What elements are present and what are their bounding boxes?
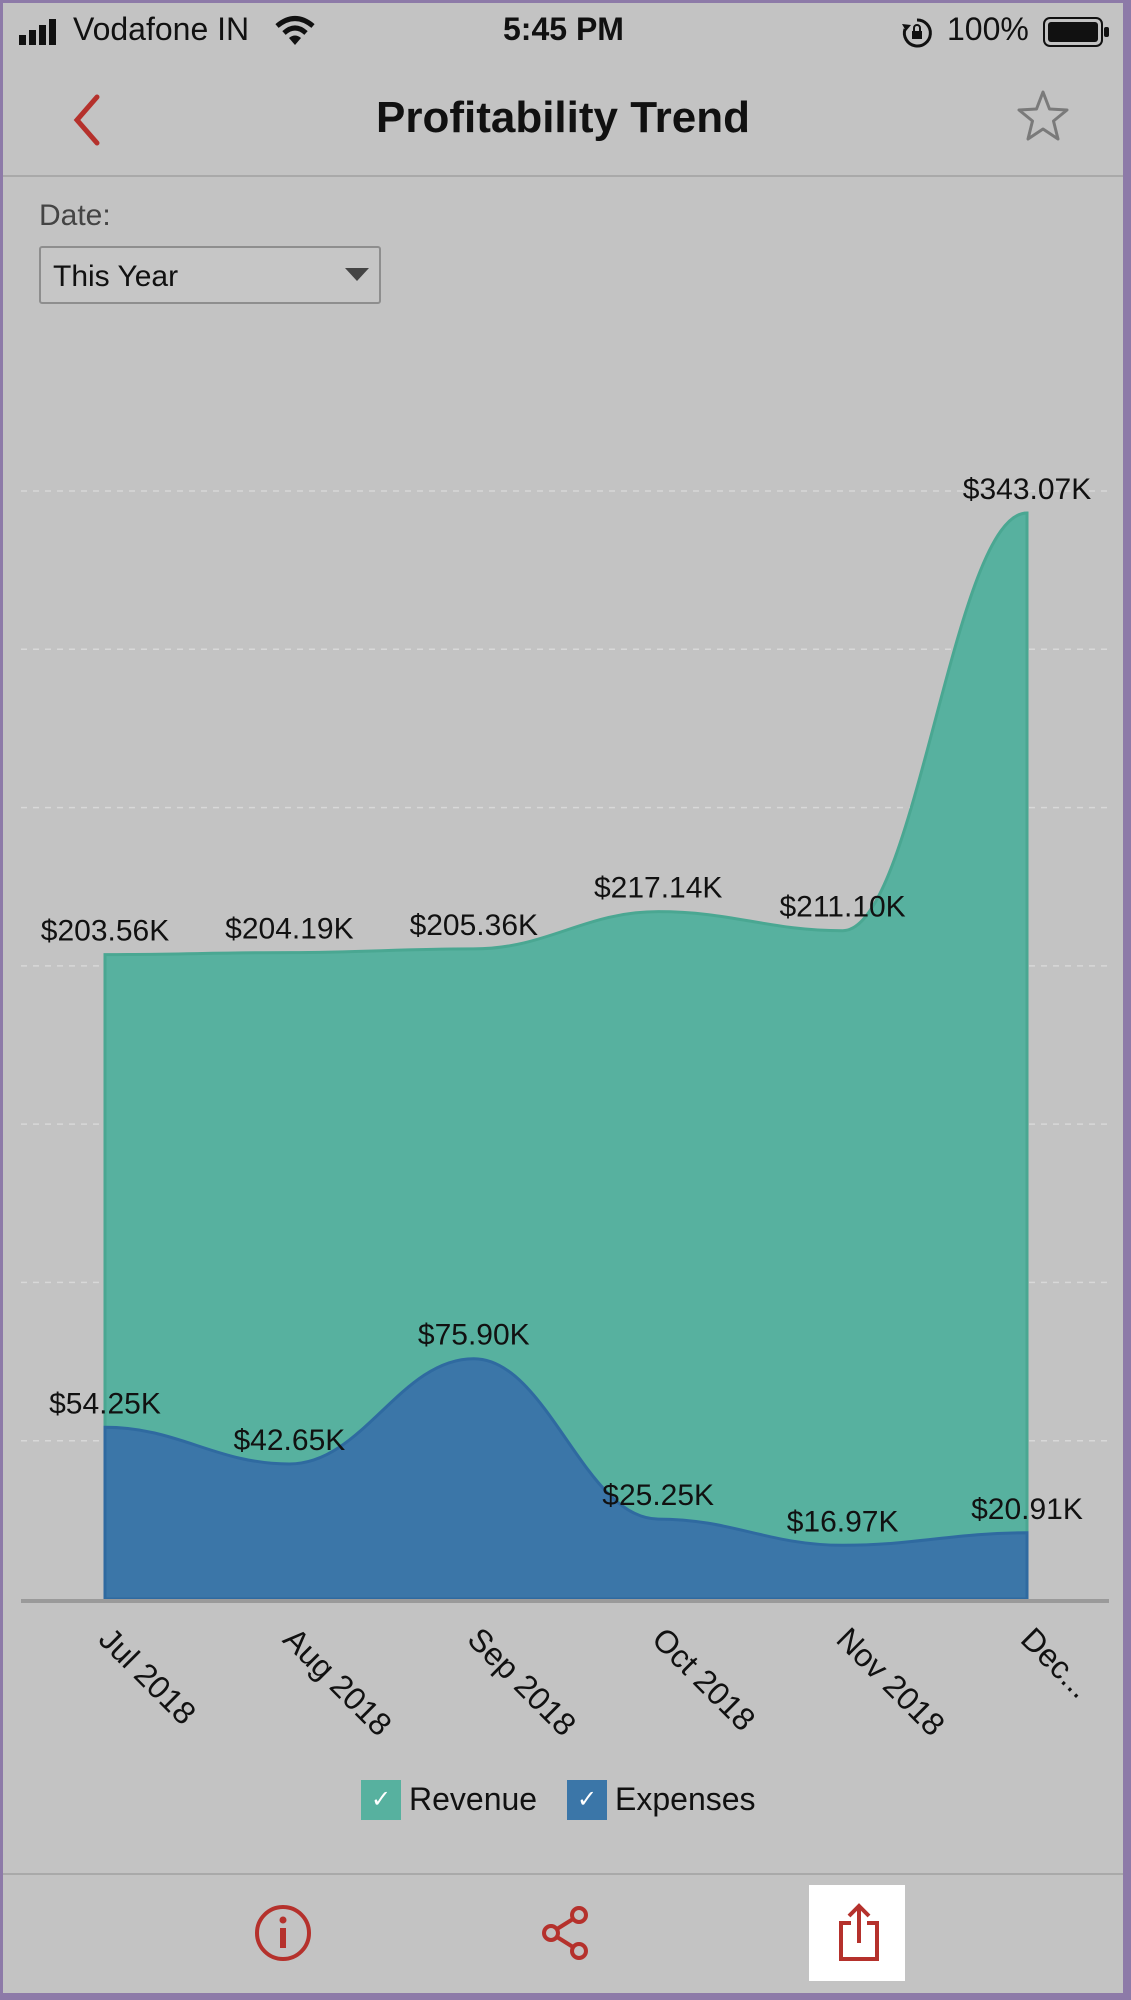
back-button[interactable]: [59, 87, 119, 153]
export-button[interactable]: [809, 1885, 905, 1981]
data-label-revenue: $203.56K: [41, 915, 169, 948]
favorite-button[interactable]: [1013, 87, 1073, 147]
data-label-expenses: $54.25K: [49, 1387, 161, 1420]
revenue-area[interactable]: [103, 511, 1029, 1601]
info-button[interactable]: [233, 1885, 329, 1981]
x-tick-label: Nov 2018: [830, 1620, 952, 1742]
data-label-revenue: $204.19K: [225, 913, 353, 946]
battery-percent: 100%: [947, 11, 1029, 47]
data-label-expenses: $25.25K: [602, 1479, 714, 1512]
status-bar: Vodafone IN 5:45 PM 100%: [3, 3, 1123, 63]
data-label-expenses: $42.65K: [234, 1424, 346, 1457]
expenses-checkbox-icon: ✓: [567, 1780, 607, 1820]
info-icon: [255, 1905, 311, 1961]
export-icon: [839, 1903, 879, 1961]
date-range-value: This Year: [53, 260, 179, 293]
legend: ✓ Revenue ✓ Expenses: [3, 1777, 1123, 1827]
star-outline-icon: [1017, 90, 1069, 141]
data-label-revenue: $217.14K: [594, 872, 722, 905]
carrier-name: Vodafone IN: [73, 11, 250, 47]
signal-icon: [19, 19, 56, 45]
chevron-left-icon: [73, 94, 100, 146]
x-tick-label: Dec...: [1014, 1620, 1099, 1705]
battery-icon: [1043, 17, 1109, 47]
bottom-toolbar: [3, 1873, 1123, 1993]
x-tick-label: Aug 2018: [276, 1620, 398, 1742]
date-filter-label: Date:: [39, 199, 111, 232]
data-label-revenue: $205.36K: [410, 909, 538, 942]
legend-item-expenses[interactable]: ✓ Expenses: [567, 1777, 777, 1823]
data-label-expenses: $16.97K: [787, 1505, 899, 1538]
data-label-expenses: $75.90K: [418, 1319, 530, 1352]
caret-down-icon: [345, 268, 369, 281]
x-tick-label: Jul 2018: [92, 1620, 203, 1731]
date-range-select[interactable]: This Year: [39, 246, 381, 304]
data-label-revenue: $343.07K: [963, 473, 1091, 506]
x-tick-label: Oct 2018: [645, 1620, 762, 1737]
legend-label-revenue: Revenue: [409, 1781, 538, 1817]
x-tick-label: Sep 2018: [461, 1620, 583, 1742]
legend-label-expenses: Expenses: [615, 1781, 756, 1817]
data-label-expenses: $20.91K: [971, 1493, 1083, 1526]
wifi-icon: [275, 16, 315, 45]
share-button[interactable]: [517, 1885, 613, 1981]
nav-bar: Profitability Trend: [3, 63, 1123, 177]
profitability-chart: $203.56K $204.19K $205.36K $217.14K $211.10K…: [21, 473, 1109, 1743]
orientation-lock-icon: [902, 18, 932, 48]
data-labels: $203.56K $204.19K $205.36K $217.14K $211.10K…: [41, 473, 1091, 1538]
x-tick-labels: Jul 2018 Aug 2018 Sep 2018 Oct 2018 Nov 2018…: [92, 1620, 1099, 1742]
expenses-area[interactable]: [103, 1357, 1029, 1601]
legend-item-revenue[interactable]: ✓ Revenue: [361, 1777, 551, 1823]
share-icon: [542, 1906, 588, 1960]
page-title: Profitability Trend: [375, 93, 751, 142]
clock: 5:45 PM: [503, 11, 624, 47]
screen: Vodafone IN 5:45 PM 100% Profitability T…: [3, 3, 1123, 1993]
revenue-checkbox-icon: ✓: [361, 1780, 401, 1820]
data-label-revenue: $211.10K: [779, 891, 905, 924]
